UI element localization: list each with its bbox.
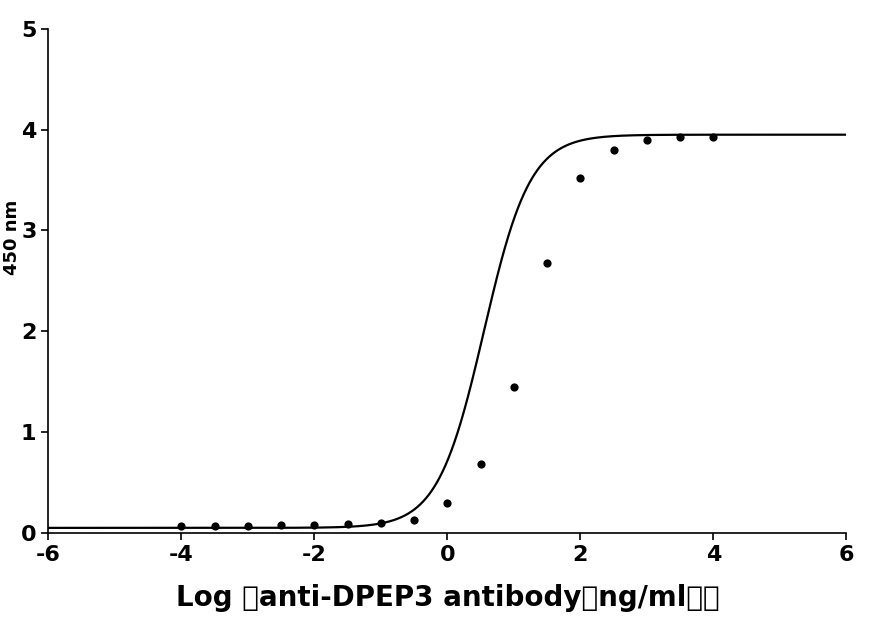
Point [440, 498, 454, 508]
Point [507, 382, 521, 392]
Point [573, 173, 587, 183]
Point [540, 258, 554, 268]
Point [241, 521, 255, 531]
Point [606, 145, 620, 155]
Text: OD: OD [0, 251, 1, 298]
Point [706, 132, 720, 142]
Point [307, 520, 321, 530]
Point [207, 521, 221, 531]
X-axis label: Log （anti-DPEP3 antibody（ng/ml））: Log （anti-DPEP3 antibody（ng/ml）） [176, 584, 719, 612]
Text: 450 nm: 450 nm [3, 199, 20, 275]
Point [340, 519, 354, 529]
Point [274, 520, 288, 530]
Point [407, 515, 421, 525]
Point [673, 132, 687, 142]
Point [374, 518, 388, 528]
Point [640, 135, 654, 145]
Point [174, 521, 188, 531]
Point [473, 460, 487, 470]
